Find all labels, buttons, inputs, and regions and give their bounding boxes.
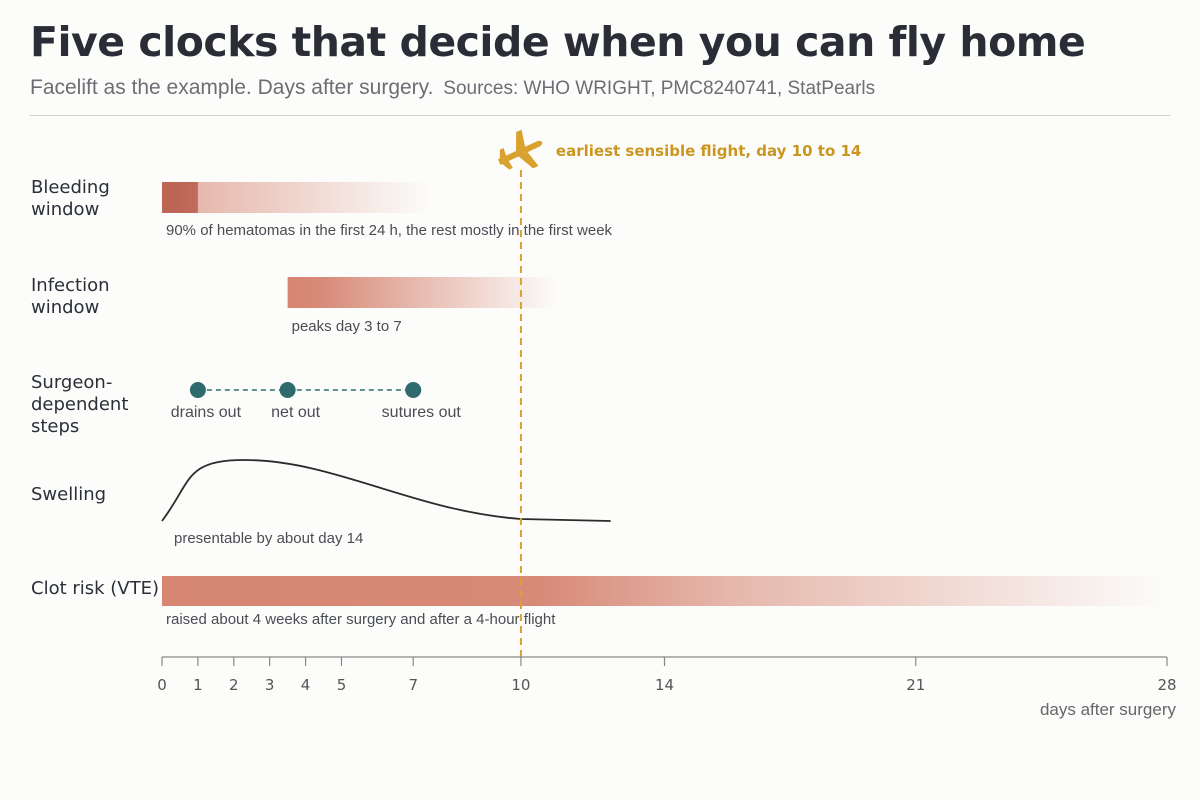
chart-title: Five clocks that decide when you can fly… [30, 18, 1086, 66]
row-label-line: Clot risk (VTE) [31, 578, 159, 599]
x-tick-label: 21 [906, 676, 925, 694]
x-tick-label: 2 [229, 676, 239, 694]
vte-bar [162, 576, 1167, 606]
row-infection: Infection window peaks day 3 to 7 [31, 275, 557, 335]
row-swelling: Swelling presentable by about day 14 [31, 459, 611, 547]
row-label-line: dependent [31, 394, 128, 415]
milestone-label: net out [271, 404, 320, 421]
row-surgeon: Surgeon-dependent steps drains out net out s… [31, 372, 461, 437]
row-label-surgeon: Surgeon-dependent steps [31, 372, 128, 437]
x-tick-label: 3 [265, 676, 275, 694]
flight-label: earliest sensible flight, day 10 to 14 [556, 142, 861, 160]
x-tick-label: 10 [511, 676, 530, 694]
bleeding-first-day-highlight [162, 182, 198, 213]
x-tick-label: 4 [301, 676, 311, 694]
milestone-label: drains out [171, 404, 242, 421]
row-label-swelling: Swelling [31, 484, 106, 505]
x-tick-label: 14 [655, 676, 674, 694]
airplane-icon [497, 129, 543, 170]
swelling-curve [161, 459, 611, 522]
row-label-line: window [31, 199, 99, 220]
title-rule [30, 115, 1170, 116]
milestone-dot [279, 382, 296, 398]
row-label-line: window [31, 297, 99, 318]
x-tick-label: 5 [337, 676, 347, 694]
milestone-dot [189, 382, 206, 398]
x-axis-label: days after surgery [1040, 700, 1177, 719]
sources-text: Sources: WHO WRIGHT, PMC8240741, StatPea… [443, 78, 876, 99]
row-label-line: Infection [31, 275, 110, 296]
row-label-line: Bleeding [31, 177, 110, 198]
row-label-line: steps [31, 416, 79, 437]
vte-note: raised about 4 weeks after surgery and a… [166, 611, 556, 628]
row-label-vte: Clot risk (VTE) [31, 578, 159, 599]
milestone-dot [405, 382, 422, 398]
x-tick-label: 0 [157, 676, 167, 694]
row-vte: Clot risk (VTE) raised about 4 weeks afte… [31, 576, 1167, 628]
bleeding-note: 90% of hematomas in the first 24 h, the … [166, 222, 613, 239]
row-label-infection: Infection window [31, 275, 110, 318]
x-tick-label: 7 [408, 676, 418, 694]
row-bleeding: Bleeding window 90% of hematomas in the fi… [31, 177, 613, 239]
x-tick-label: 1 [193, 676, 203, 694]
bleeding-bar [162, 182, 432, 213]
row-label-line: Surgeon- [31, 372, 112, 393]
airplane-shape [497, 129, 543, 170]
infection-bar [287, 277, 557, 308]
row-label-bleeding: Bleeding window [31, 177, 110, 220]
milestone-label: sutures out [382, 404, 462, 421]
x-tick-label: 28 [1157, 676, 1176, 694]
infection-note: peaks day 3 to 7 [292, 318, 402, 335]
chart-subtitle: Facelift as the example. Days after surg… [30, 76, 875, 100]
subtitle-text: Facelift as the example. Days after surg… [30, 76, 434, 99]
row-label-line: Swelling [31, 484, 106, 505]
swelling-note: presentable by about day 14 [174, 530, 363, 547]
